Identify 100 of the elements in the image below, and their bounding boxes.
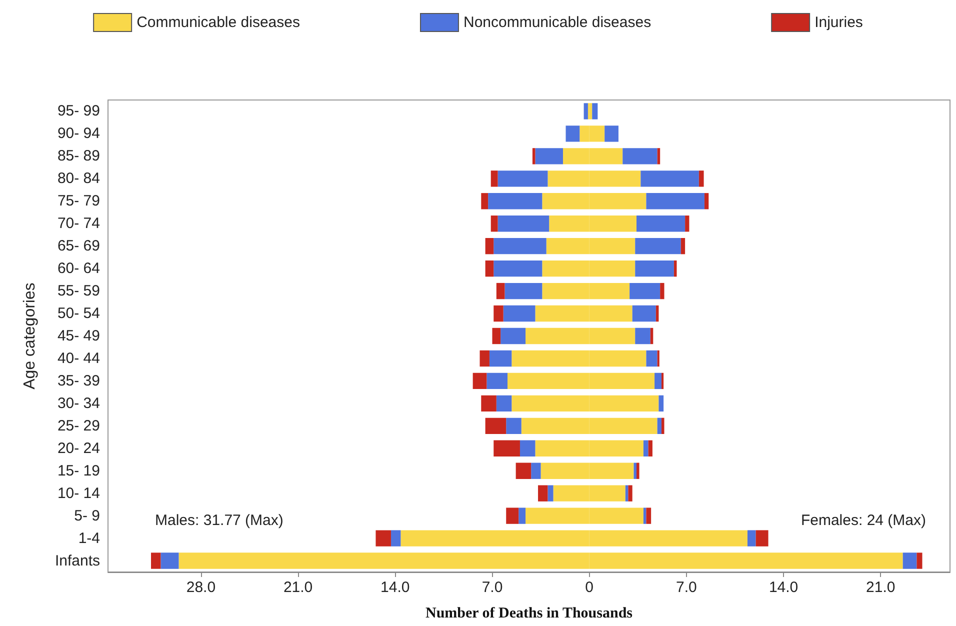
y-tick-label: 30- 34	[57, 394, 100, 412]
bar	[630, 282, 660, 300]
bar	[548, 485, 554, 502]
y-tick-label: 45- 49	[57, 328, 100, 344]
bar	[160, 552, 179, 569]
bar	[535, 148, 563, 164]
bar	[643, 508, 646, 524]
y-tick-label: 15- 19	[57, 462, 100, 480]
y-tick-label: 10- 14	[57, 484, 100, 502]
bar	[628, 485, 632, 502]
bar	[506, 418, 522, 434]
bar	[494, 238, 546, 254]
bar	[151, 552, 161, 569]
bar	[518, 508, 526, 524]
bar	[485, 238, 494, 254]
bar	[480, 350, 490, 367]
bar	[490, 170, 498, 187]
y-tick-label: 70- 74	[57, 215, 100, 232]
bar	[916, 552, 922, 569]
bar	[584, 103, 588, 120]
bar	[604, 126, 618, 142]
y-tick-label: 85- 89	[57, 148, 100, 165]
bar	[531, 462, 541, 479]
bar	[485, 418, 506, 434]
bar	[636, 462, 640, 479]
x-tick-label: 21.0	[283, 579, 313, 596]
bar	[376, 530, 391, 546]
x-axis-title: Number of Deaths in Thousands	[425, 606, 633, 622]
y-tick-label: 40- 44	[57, 350, 100, 367]
bar	[532, 148, 536, 164]
x-tick-label: 0	[585, 579, 594, 596]
y-tick-label: 1-4	[78, 530, 100, 547]
bar	[646, 350, 658, 367]
bar	[592, 103, 598, 120]
legend-label: Injuries	[814, 14, 863, 31]
bar	[661, 372, 664, 390]
y-tick-label: 75- 79	[57, 192, 100, 210]
bar	[680, 238, 686, 254]
bar	[472, 372, 487, 390]
bar	[635, 328, 650, 344]
bar	[538, 485, 548, 502]
y-tick-label: 20- 24	[57, 440, 100, 457]
bar	[481, 193, 488, 210]
bar	[500, 328, 526, 344]
bar	[503, 305, 536, 322]
bar	[657, 418, 662, 434]
bar	[643, 440, 648, 456]
bar	[635, 260, 674, 277]
legend-label: Noncommunicable diseases	[463, 14, 652, 31]
bar	[634, 462, 637, 479]
bar	[636, 216, 686, 232]
bar	[506, 508, 519, 524]
bar	[589, 103, 592, 120]
x-tick-label: 28.0	[186, 579, 216, 596]
y-tick-label: 95- 99	[57, 102, 100, 120]
bar	[496, 282, 505, 300]
bar	[640, 170, 699, 187]
bar	[658, 395, 664, 412]
bar	[698, 170, 704, 187]
annotation: Males: 31.77 (Max)	[155, 512, 284, 529]
bar	[625, 485, 628, 502]
bar	[504, 282, 542, 300]
bar	[494, 440, 520, 456]
bar	[496, 395, 512, 412]
x-tick-label: 21.0	[866, 579, 896, 596]
x-tick-label: 14.0	[768, 579, 798, 596]
y-tick-label: 80- 84	[57, 170, 100, 188]
bar	[481, 395, 496, 412]
bar	[704, 193, 709, 210]
y-axis-title: Age categories	[22, 282, 38, 390]
bar	[486, 372, 508, 390]
bar	[498, 216, 550, 232]
y-tick-label: 55- 59	[57, 282, 100, 300]
bar	[494, 305, 504, 322]
bar	[632, 305, 656, 322]
y-tick-label: 60- 64	[57, 260, 100, 278]
y-tick-label: 25- 29	[57, 417, 100, 434]
bar	[685, 216, 690, 232]
bar	[516, 462, 532, 479]
bar	[489, 350, 512, 367]
y-tick-label: 35- 39	[57, 372, 100, 390]
bar	[498, 170, 548, 187]
bar	[756, 530, 768, 546]
bar	[635, 238, 681, 254]
y-tick-label: 65- 69	[57, 238, 100, 255]
bar	[520, 440, 536, 456]
annotation: Females: 24 (Max)	[800, 512, 926, 529]
bar	[492, 328, 501, 344]
bar	[494, 260, 542, 277]
bar	[902, 552, 917, 569]
bar	[646, 508, 652, 524]
bar	[654, 372, 662, 390]
legend-label: Communicable diseases	[136, 14, 300, 31]
bar	[648, 440, 652, 456]
y-tick-label: 50- 54	[57, 305, 100, 322]
x-tick-label: 7.0	[482, 579, 503, 596]
bar	[566, 126, 580, 142]
bar	[622, 148, 658, 164]
bar	[657, 148, 660, 164]
bar	[490, 216, 498, 232]
